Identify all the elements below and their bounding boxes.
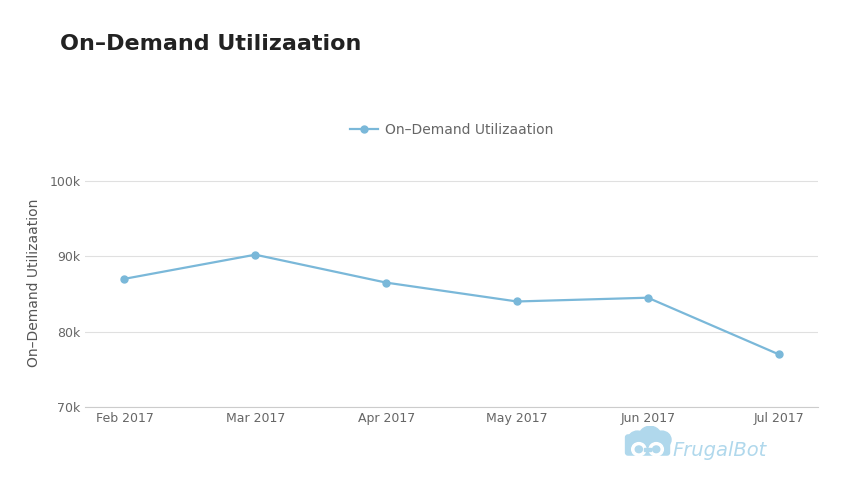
Circle shape <box>653 431 671 448</box>
Circle shape <box>653 446 659 453</box>
Circle shape <box>631 443 646 456</box>
Circle shape <box>628 431 647 448</box>
Bar <box>644 448 651 451</box>
Y-axis label: On–Demand Utilizaation: On–Demand Utilizaation <box>27 198 41 367</box>
FancyBboxPatch shape <box>625 435 670 455</box>
Circle shape <box>636 446 642 453</box>
Circle shape <box>649 443 664 456</box>
Circle shape <box>639 426 661 447</box>
Legend: On–Demand Utilizaation: On–Demand Utilizaation <box>344 117 559 142</box>
Text: FrugalBot: FrugalBot <box>672 441 767 460</box>
Text: On–Demand Utilizaation: On–Demand Utilizaation <box>60 34 361 54</box>
